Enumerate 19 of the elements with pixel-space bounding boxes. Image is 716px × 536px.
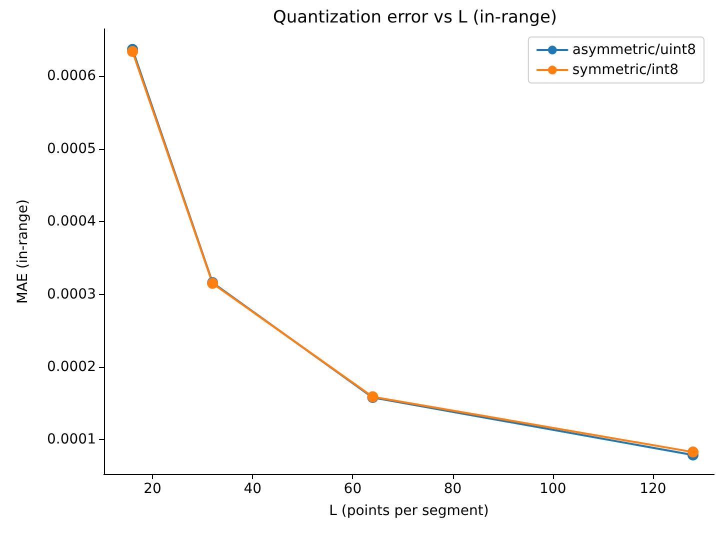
point [687,446,698,458]
y-tick-label: 0.0003 [47,286,96,302]
x-tick-label: 40 [244,481,262,497]
x-tick-label: 100 [540,481,566,497]
x-tick-label: 120 [640,481,666,497]
x-axis-title: L (points per segment) [329,503,489,519]
y-tick-label: 0.0004 [47,214,96,230]
legend-label: symmetric/int8 [572,62,679,78]
x-tick-label: 20 [144,481,162,497]
y-tick-label: 0.0005 [47,140,96,157]
x-tick-label: 80 [444,481,462,497]
y-tick-label: 0.0001 [47,432,96,448]
point [127,46,138,58]
legend-label: asymmetric/uint8 [572,42,696,58]
y-axis-title: MAE (in-range) [15,199,31,304]
y-tick-label: 0.0006 [47,68,96,84]
x-tick-label: 60 [344,481,362,497]
y-tick-label: 0.0002 [47,359,96,375]
chart-title: Quantization error vs L (in-range) [272,8,558,28]
